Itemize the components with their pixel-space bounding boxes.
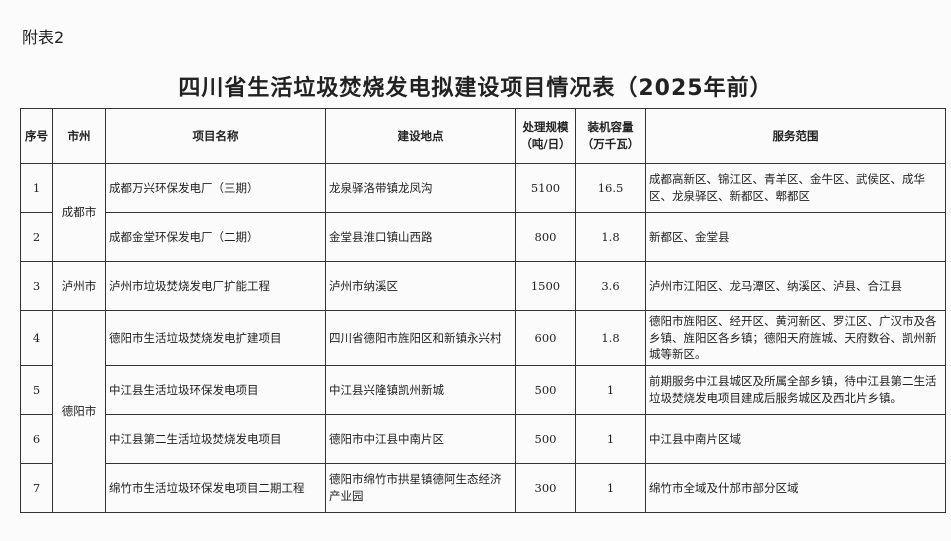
cell-no: 4 [20, 309, 53, 367]
cell-scale: 800 [515, 212, 576, 262]
cell-no: 3 [20, 261, 53, 311]
header-no: 序号 [20, 108, 53, 164]
cell-service: 德阳市旌阳区、经开区、黄河新区、罗江区、广汉市及各乡镇、旌阳区各乡镇；德阳天府旌… [645, 309, 946, 367]
cell-capacity: 1.8 [575, 212, 646, 262]
cell-capacity: 16.5 [575, 163, 646, 213]
cell-project: 德阳市生活垃圾焚烧发电扩建项目 [105, 309, 326, 367]
header-project: 项目名称 [105, 108, 326, 164]
cell-project: 泸州市垃圾焚烧发电厂扩能工程 [105, 261, 326, 311]
cell-scale: 5100 [515, 163, 576, 213]
cell-project: 成都金堂环保发电厂（二期） [105, 212, 326, 262]
cell-location: 四川省德阳市旌阳区和新镇永兴村 [325, 309, 516, 367]
cell-location: 中江县兴隆镇凯州新城 [325, 365, 516, 416]
header-location: 建设地点 [325, 108, 516, 164]
table-row: 3 泸州市 泸州市垃圾焚烧发电厂扩能工程 泸州市纳溪区 1500 3.6 泸州市… [20, 261, 946, 311]
cell-service: 新都区、金堂县 [645, 212, 946, 262]
cell-project: 中江县第二生活垃圾焚烧发电项目 [105, 414, 326, 465]
document-title: 四川省生活垃圾焚烧发电拟建设项目情况表（2025年前） [178, 76, 773, 101]
header-capacity: 装机容量（万千瓦） [575, 108, 646, 164]
cell-city: 成都市 [52, 163, 106, 262]
cell-capacity: 3.6 [575, 261, 646, 311]
cell-project: 中江县生活垃圾环保发电项目 [105, 365, 326, 416]
cell-no: 5 [20, 365, 53, 416]
table-row: 1 成都市 成都万兴环保发电厂（三期） 龙泉驿洛带镇龙凤沟 5100 16.5 … [20, 163, 946, 262]
header-scale: 处理规模（吨/日） [515, 108, 576, 164]
cell-no: 6 [20, 414, 53, 465]
cell-service: 前期服务中江县城区及所属全部乡镇，待中江县第二生活垃圾焚烧发电项目建成后服务城区… [645, 365, 946, 416]
cell-scale: 300 [515, 463, 576, 514]
cell-location: 德阳市绵竹市拱星镇德阿生态经济产业园 [325, 463, 516, 514]
cell-city: 德阳市 [52, 309, 106, 514]
cell-no: 1 [20, 163, 53, 213]
cell-service: 绵竹市全域及什邡市部分区域 [645, 463, 946, 514]
cell-city: 泸州市 [52, 261, 106, 311]
table-row: 4 德阳市 德阳市生活垃圾焚烧发电扩建项目 四川省德阳市旌阳区和新镇永兴村 60… [20, 309, 946, 514]
table-header-row: 序号 市州 项目名称 建设地点 处理规模（吨/日） 装机容量（万千瓦） 服务范围 [20, 108, 946, 164]
cell-capacity: 1.8 [575, 309, 646, 367]
cell-service: 泸州市江阳区、龙马潭区、纳溪区、泸县、合江县 [645, 261, 946, 311]
header-service: 服务范围 [645, 108, 946, 164]
table-row: 7 绵竹市生活垃圾环保发电项目二期工程 德阳市绵竹市拱星镇德阿生态经济产业园 3… [20, 463, 946, 514]
table-row: 5 中江县生活垃圾环保发电项目 中江县兴隆镇凯州新城 500 1 前期服务中江县… [20, 365, 946, 416]
table-row: 6 中江县第二生活垃圾焚烧发电项目 德阳市中江县中南片区 500 1 中江县中南… [20, 414, 946, 465]
table-row: 2 成都金堂环保发电厂（二期） 金堂县淮口镇山西路 800 1.8 新都区、金堂… [20, 212, 946, 262]
cell-service: 中江县中南片区域 [645, 414, 946, 465]
cell-scale: 1500 [515, 261, 576, 311]
cell-location: 金堂县淮口镇山西路 [325, 212, 516, 262]
cell-project: 绵竹市生活垃圾环保发电项目二期工程 [105, 463, 326, 514]
cell-capacity: 1 [575, 414, 646, 465]
cell-no: 7 [20, 463, 53, 514]
annex-label: 附表2 [22, 28, 65, 47]
cell-scale: 600 [515, 309, 576, 367]
cell-location: 龙泉驿洛带镇龙凤沟 [325, 163, 516, 213]
cell-service: 成都高新区、锦江区、青羊区、金牛区、武侯区、成华区、龙泉驿区、新都区、郫都区 [645, 163, 946, 213]
cell-capacity: 1 [575, 463, 646, 514]
cell-project: 成都万兴环保发电厂（三期） [105, 163, 326, 213]
cell-scale: 500 [515, 414, 576, 465]
projects-table: 序号 市州 项目名称 建设地点 处理规模（吨/日） 装机容量（万千瓦） 服务范围… [20, 108, 946, 514]
cell-location: 泸州市纳溪区 [325, 261, 516, 311]
cell-no: 2 [20, 212, 53, 262]
cell-location: 德阳市中江县中南片区 [325, 414, 516, 465]
header-city: 市州 [52, 108, 106, 164]
cell-scale: 500 [515, 365, 576, 416]
cell-capacity: 1 [575, 365, 646, 416]
